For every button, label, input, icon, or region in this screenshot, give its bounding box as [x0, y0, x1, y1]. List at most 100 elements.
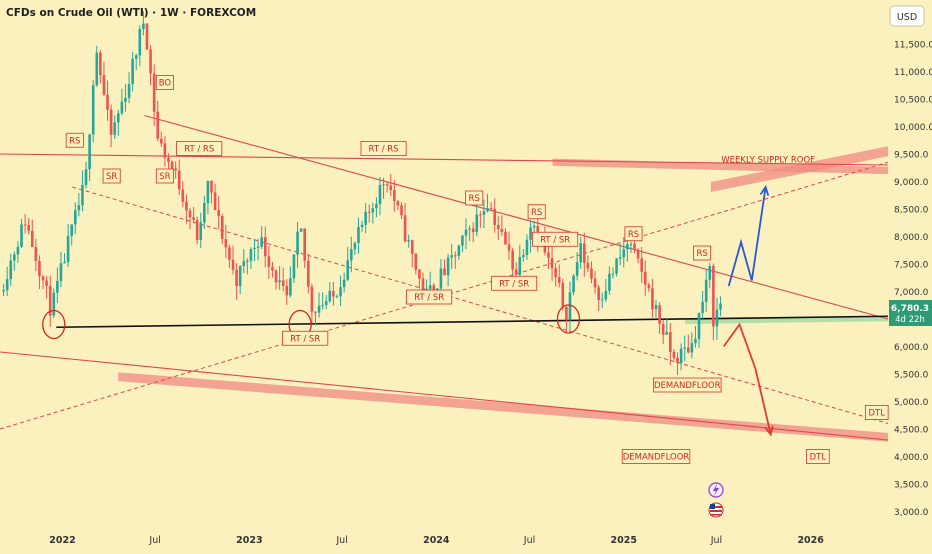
- candle: [443, 259, 446, 276]
- candle: [378, 176, 382, 216]
- candle-body: [719, 303, 722, 310]
- candle-body: [317, 305, 321, 313]
- candle-body: [382, 184, 385, 186]
- candle-body: [120, 101, 124, 114]
- ascending-zone: [710, 146, 888, 192]
- candle: [145, 23, 149, 50]
- candle-body: [27, 224, 30, 231]
- candle: [27, 218, 30, 235]
- candle-body: [324, 301, 328, 306]
- candle-body: [443, 268, 446, 276]
- candle: [332, 281, 335, 306]
- candle-body: [597, 287, 600, 300]
- annotation-box: [653, 377, 722, 393]
- candle: [253, 238, 256, 262]
- candle: [572, 273, 575, 296]
- candle: [70, 224, 73, 246]
- candle-body: [124, 97, 127, 102]
- candle-body: [507, 244, 511, 251]
- candle-body: [199, 222, 203, 240]
- candle-body: [522, 255, 525, 258]
- candle-body: [357, 226, 360, 243]
- zones-layer: [118, 146, 888, 442]
- x-tick-label: 2023: [236, 535, 262, 546]
- candle-body: [518, 257, 522, 275]
- candle-body: [210, 180, 213, 193]
- annotation-box: [282, 330, 329, 346]
- candle: [611, 267, 615, 279]
- candle: [314, 311, 317, 326]
- candle: [342, 272, 346, 293]
- candle-body: [353, 242, 357, 250]
- annotation: RS: [624, 226, 643, 242]
- currency-button[interactable]: USD: [889, 5, 925, 27]
- y-tick-label: 9,000.0: [894, 178, 929, 188]
- candle-body: [461, 235, 464, 246]
- y-tick-label: 11,500.0: [894, 41, 932, 51]
- candle-body: [375, 204, 378, 209]
- candle-body: [109, 109, 113, 135]
- candle-body: [525, 239, 529, 256]
- candle-body: [608, 273, 611, 291]
- x-tick-label: 2024: [423, 535, 450, 546]
- candle: [464, 218, 468, 249]
- candle-body: [414, 253, 418, 270]
- candle: [575, 252, 579, 281]
- candle-body: [579, 243, 583, 263]
- candle-body: [9, 260, 13, 280]
- annotation-box: [360, 141, 407, 156]
- candle-body: [396, 201, 400, 206]
- candle: [81, 170, 84, 212]
- candle-body: [127, 84, 131, 98]
- candle: [224, 224, 228, 259]
- annotation: RT / RS: [176, 141, 223, 156]
- candle: [271, 261, 274, 278]
- candle: [95, 45, 99, 87]
- candle-body: [479, 214, 482, 216]
- candle: [647, 282, 651, 292]
- candle-body: [446, 257, 450, 276]
- candle-body: [493, 208, 496, 225]
- candle: [242, 248, 246, 274]
- candle: [367, 204, 371, 223]
- candle: [461, 234, 464, 253]
- candle: [504, 228, 507, 245]
- upper-descending-channel: [144, 114, 889, 320]
- candle: [156, 100, 160, 142]
- annotation: DEMANDFLOOR: [653, 377, 722, 393]
- candle: [679, 343, 683, 371]
- candle-body: [253, 247, 256, 250]
- candle-body: [496, 224, 500, 229]
- candle-body: [134, 55, 138, 59]
- bearish-projection: [722, 322, 772, 435]
- candle-body: [296, 231, 299, 255]
- annotation: RS: [465, 190, 484, 206]
- annotation-label: DTL: [810, 453, 827, 463]
- annotation: RT / SR: [406, 289, 453, 305]
- candle-body: [346, 260, 350, 280]
- annotation-label: RT / SR: [540, 235, 570, 245]
- candle-body: [583, 243, 586, 263]
- candle-body: [421, 278, 425, 295]
- y-tick-label: 3,000.0: [894, 508, 929, 518]
- us-flag-icon[interactable]: [708, 502, 724, 518]
- x-tick-label: Jul: [523, 535, 535, 546]
- candle: [450, 244, 453, 269]
- candle: [389, 174, 393, 197]
- candle-body: [629, 243, 633, 245]
- candle-body: [389, 185, 393, 191]
- candle: [633, 241, 636, 254]
- candle-body: [303, 228, 307, 261]
- candle-body: [676, 357, 679, 364]
- candle-body: [142, 23, 145, 30]
- candle: [99, 50, 102, 84]
- y-tick-label: 10,500.0: [894, 96, 932, 106]
- candle: [296, 221, 299, 268]
- candle-body: [360, 224, 364, 227]
- candle-body: [575, 262, 579, 276]
- candle: [278, 266, 281, 290]
- lightning-icon[interactable]: [708, 482, 724, 498]
- annotation-box: [527, 204, 546, 220]
